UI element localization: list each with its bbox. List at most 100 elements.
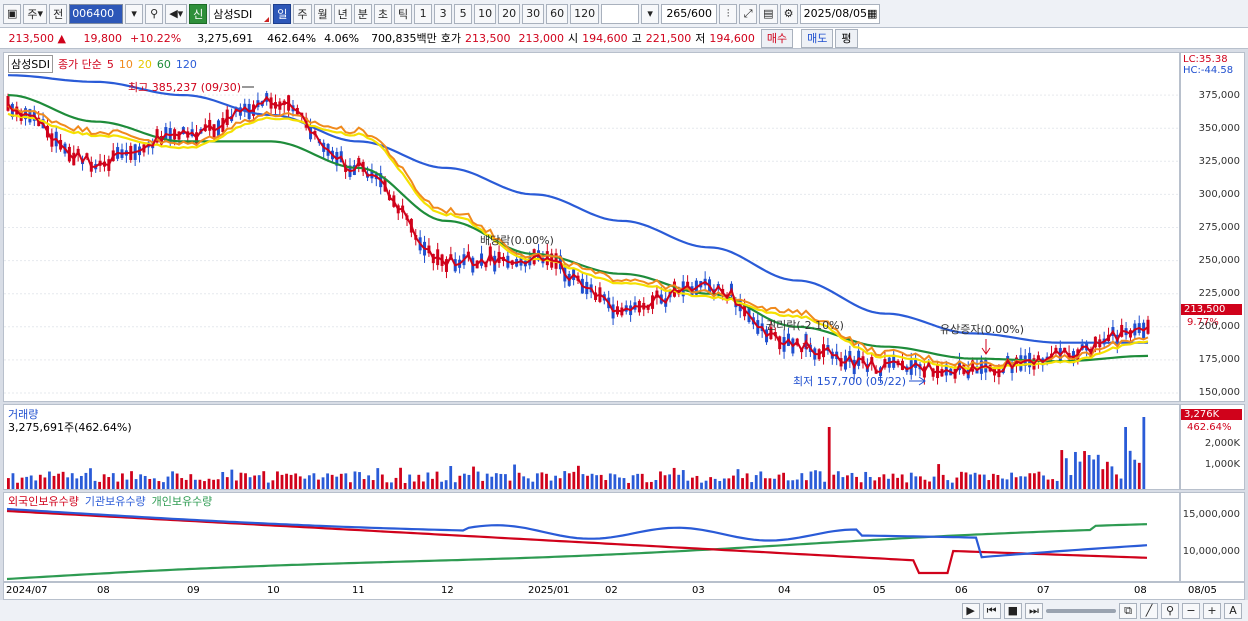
text-tool-icon[interactable]: A [1224,602,1242,619]
volume-bar [891,473,895,489]
volume-bar [599,474,603,489]
zoom-icon[interactable]: ⚲ [1161,602,1179,619]
sell-button[interactable]: 매도 [801,28,834,48]
volume-bar [864,471,868,489]
scroll-right-icon[interactable]: ▶ [961,602,980,619]
volume-bar [116,481,120,489]
volume-bar [827,427,831,489]
period-year[interactable]: 년 [333,3,352,24]
volume-bar [458,475,462,489]
date-field[interactable]: 2025/08/05 ▦ [799,3,880,24]
volume-bar [763,478,767,489]
data-count-field[interactable]: 265/600 [661,3,718,24]
volume-bar [709,477,713,489]
interval-10[interactable]: 10 [474,3,497,24]
gear-icon[interactable]: ⚙ [779,3,798,24]
volume-chart-svg [7,417,1146,489]
x-label: 03 [692,585,705,596]
interval-120[interactable]: 120 [570,3,600,24]
interval-1[interactable]: 1 [414,3,433,24]
legend-ma10: 10 [118,57,133,71]
volume-bar [52,475,56,489]
volume-bar [180,478,184,489]
interval-60[interactable]: 60 [546,3,569,24]
interval-3[interactable]: 3 [434,3,453,24]
buy-button[interactable]: 매수 [760,28,794,48]
candle-icon[interactable]: ⫶ [719,3,738,24]
volume-bar [371,480,375,489]
volume-bar [1092,459,1096,489]
volume-bar [235,480,238,489]
interval-dropdown-icon[interactable]: ▾ [641,3,660,24]
volume-bar [1119,478,1123,489]
zoom-out-icon[interactable]: − [1182,602,1200,619]
calendar-icon[interactable]: ▦ [866,7,878,20]
market-select[interactable]: 주 ▾ [23,3,48,24]
price-chart-panel[interactable]: 최고 385,237 (09/30) 배당락(0.00%) 권리락(-2.10%… [3,52,1180,402]
volume-bar [713,478,717,489]
holdings-chart-svg [6,507,1148,581]
x-label: 10 [267,585,280,596]
layout-icon[interactable]: ⧉ [1119,602,1137,619]
zoom-slider[interactable] [1046,608,1116,613]
rights-event: 권리락(-2.10%) [766,319,844,332]
rewind-icon[interactable]: ⏮ [982,602,1001,619]
volume-bar [193,479,197,489]
ma10-line [7,104,1149,368]
price-chart-svg: 최고 385,237 (09/30) 배당락(0.00%) 권리락(-2.10%… [4,74,1179,394]
volume-bar [11,473,15,489]
volume-bar [522,476,526,489]
volume-bar [613,474,617,489]
current-price: 213,500 ▲ [8,31,66,45]
volume-bar [955,477,959,489]
volume-bar [412,481,416,489]
volume-bar [686,480,690,489]
holdings-chart-panel[interactable]: 외국인보유수량 기관보유수량 개인보유수량 [3,492,1180,582]
x-label: 09 [187,585,200,596]
fast-forward-icon[interactable]: ⏭ [1025,602,1043,619]
speaker-icon[interactable]: ◀▾ [165,3,188,24]
volume-chart-panel[interactable]: 거래량 3,275,691주(462.64%) [3,404,1180,490]
stock-name-field[interactable]: 삼성SDI [209,3,272,24]
volume-bar [421,481,425,489]
period-month[interactable]: 월 [313,3,332,24]
volume-bar [266,482,270,489]
x-label: 12 [441,585,454,596]
volume-bar [285,473,288,489]
stock-code-input[interactable]: 006400 [69,3,124,24]
period-minute[interactable]: 분 [353,3,372,24]
interval-30[interactable]: 30 [522,3,545,24]
candle-body [6,96,10,111]
interval-5[interactable]: 5 [454,3,473,24]
volume-bar [376,468,380,489]
volume-bar [786,480,790,489]
volume-bar [659,471,662,489]
volume-bar [111,473,115,489]
volume-bar [289,474,293,489]
draw-tool-icon[interactable]: ⤢ [739,3,758,24]
volume-bar [640,473,644,489]
volume-bar [353,471,357,489]
custom-interval-input[interactable] [601,3,640,24]
period-tick[interactable]: 틱 [394,3,413,24]
period-week[interactable]: 주 [293,3,312,24]
volume-bar [1101,469,1105,489]
search-icon[interactable]: ⚲ [145,3,164,24]
volume-bar [636,473,640,489]
volume-bar [262,471,266,489]
save-icon[interactable]: ▤ [759,3,778,24]
volume-bar [276,471,279,489]
volume-bar [25,476,29,489]
period-day[interactable]: 일 [273,3,292,24]
period-second[interactable]: 초 [373,3,393,24]
stop-icon[interactable]: ■ [1003,602,1022,619]
volume-bar [691,477,694,489]
code-dropdown-icon[interactable]: ▾ [125,3,144,24]
interval-20[interactable]: 20 [498,3,521,24]
chart-type-icon[interactable]: ▣ [3,3,22,24]
eval-button[interactable]: 평 [835,28,858,48]
prev-button[interactable]: 전 [49,3,68,24]
zoom-in-icon[interactable]: + [1203,602,1221,619]
volume-bar [349,482,352,489]
draw-line-icon[interactable]: ╱ [1140,602,1158,619]
